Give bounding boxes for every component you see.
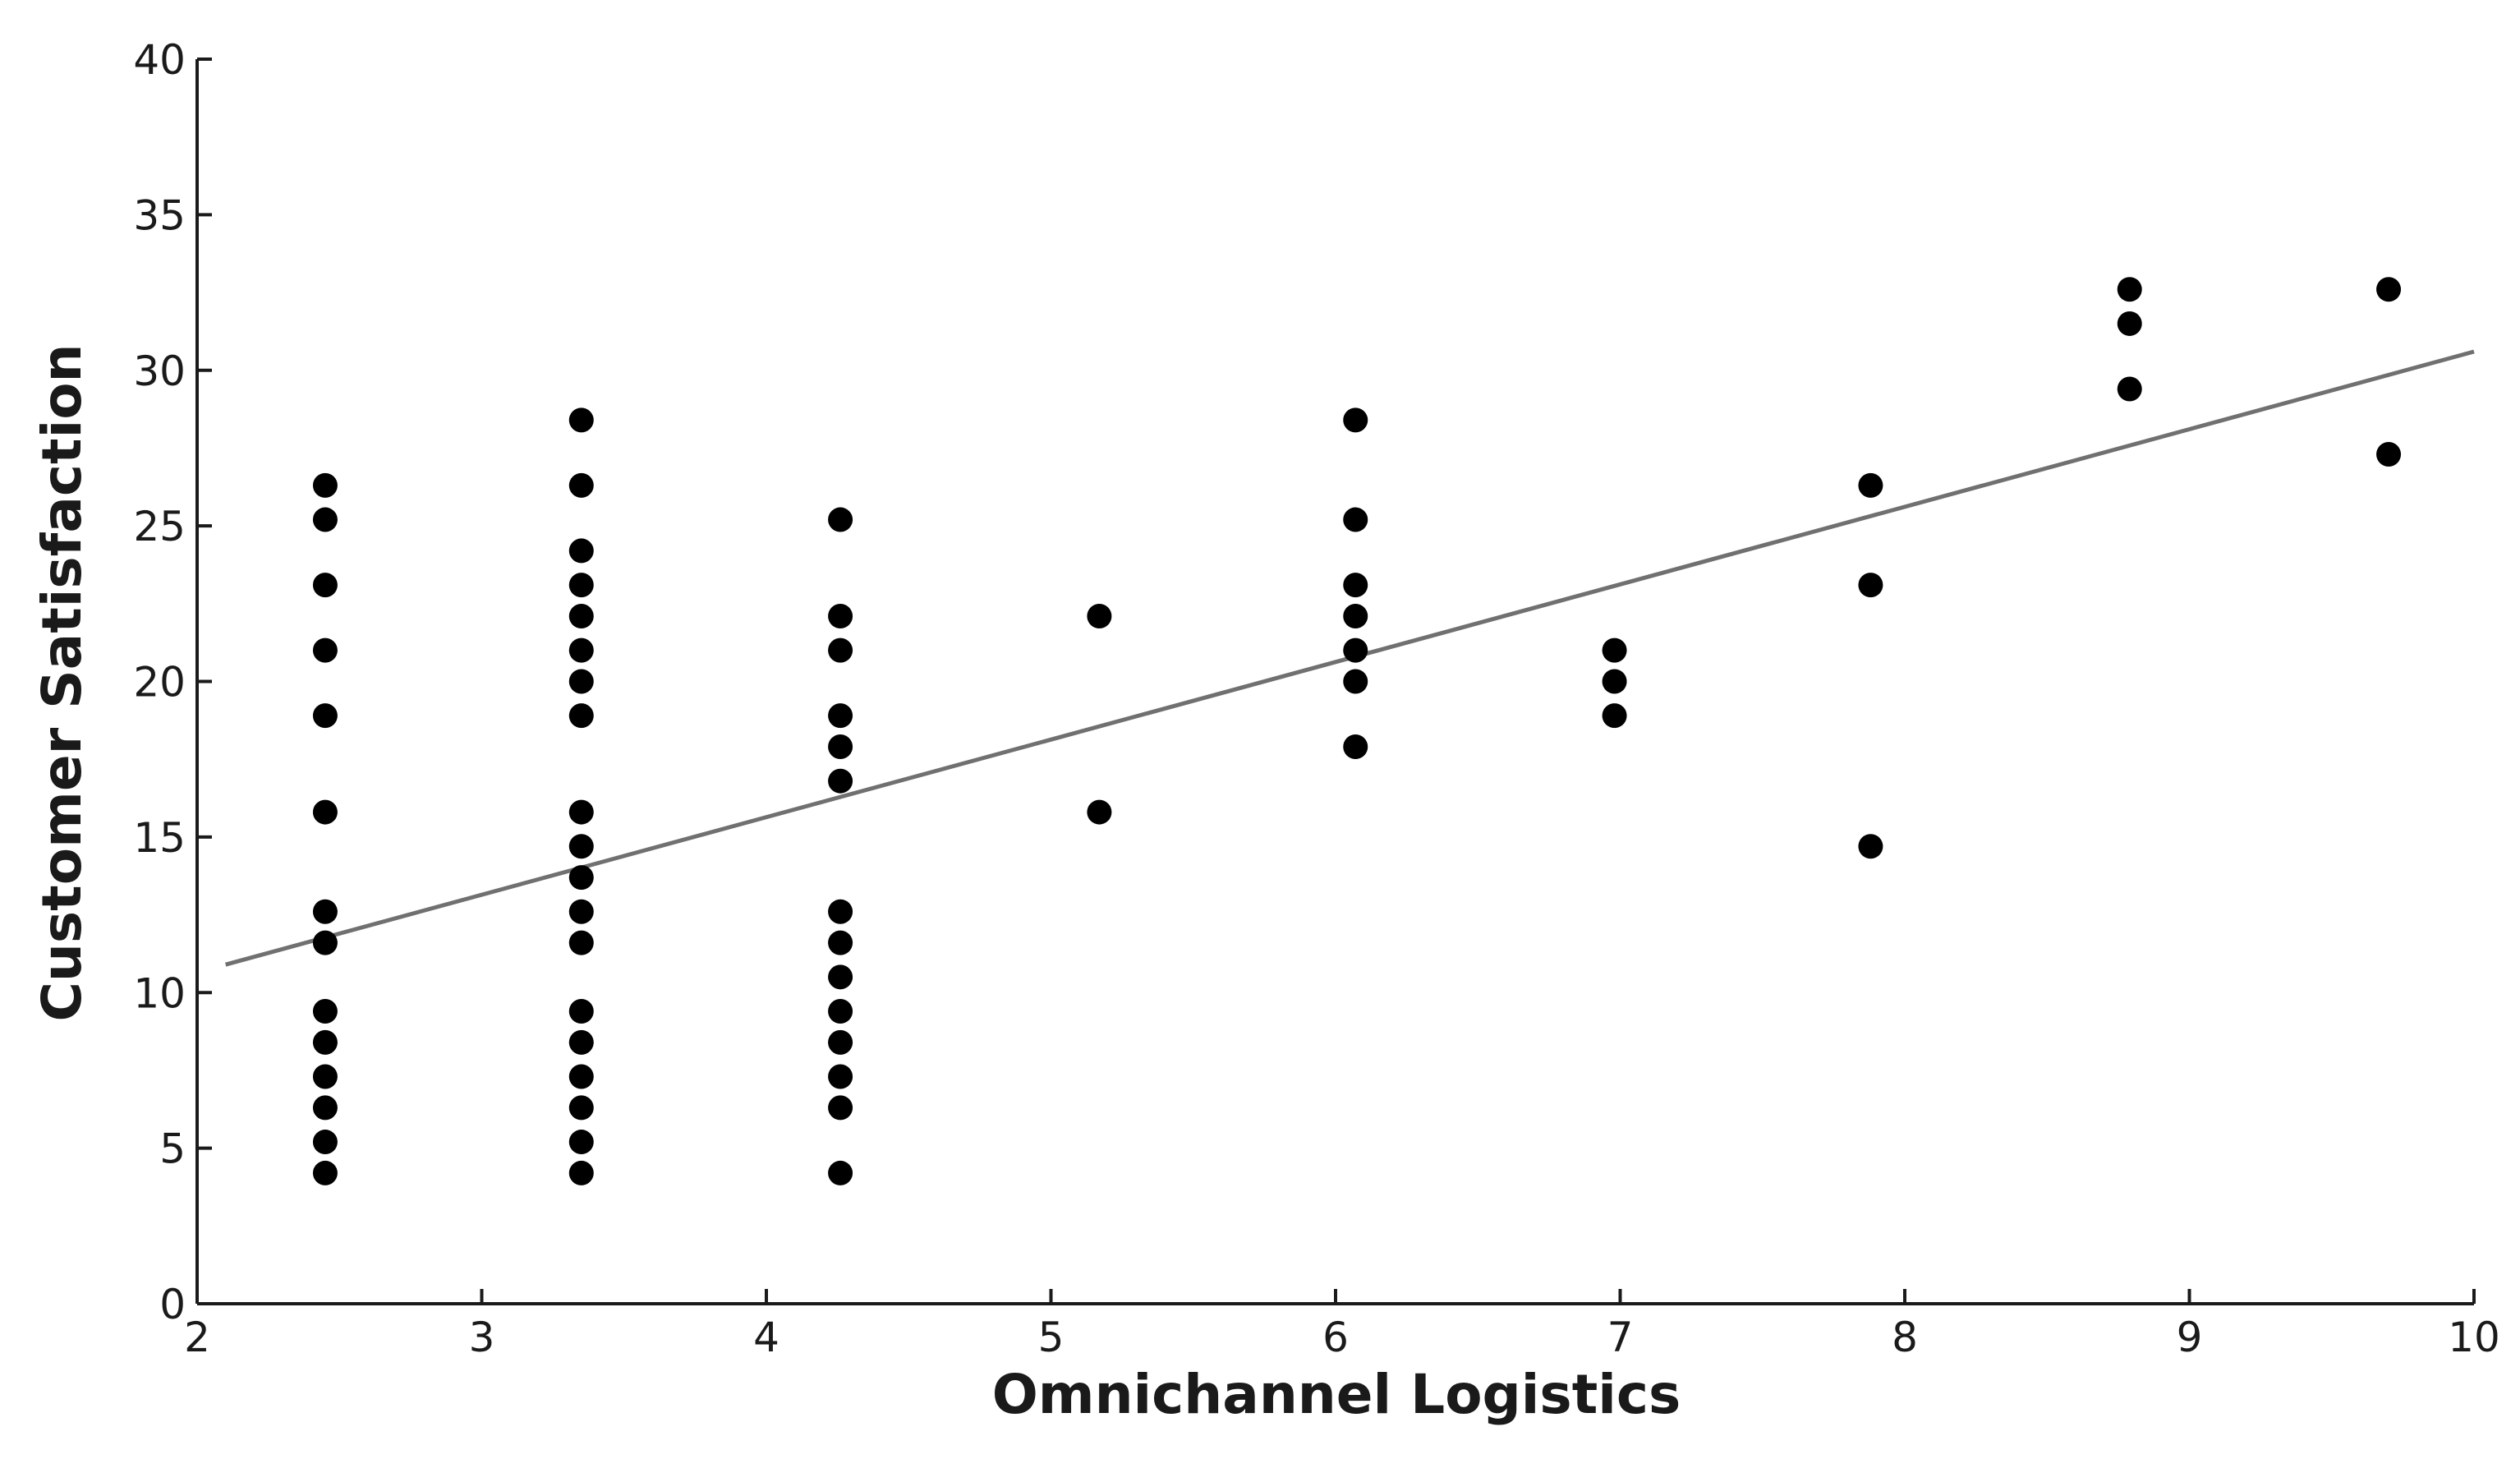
data-point [2117, 277, 2142, 302]
data-point [828, 768, 853, 794]
data-point [828, 734, 853, 760]
data-point [828, 507, 853, 532]
data-point [568, 1095, 594, 1121]
data-point [2376, 442, 2402, 467]
data-point [1343, 734, 1368, 760]
data-point [568, 1130, 594, 1155]
data-point [568, 703, 594, 729]
data-point [568, 407, 594, 433]
data-point [828, 1160, 853, 1185]
data-point [568, 538, 594, 564]
data-point [1343, 407, 1368, 433]
data-point [2117, 376, 2142, 402]
data-point [312, 472, 338, 498]
x-tick-label: 4 [753, 1314, 779, 1361]
data-point [568, 472, 594, 498]
data-point [568, 1029, 594, 1055]
ticks: 2 3 4 5 6 7 8 9 10 0 5 10 15 20 25 30 35 40 [133, 36, 2499, 1361]
data-point [1858, 472, 1883, 498]
data-point [312, 799, 338, 825]
data-point [568, 669, 594, 694]
y-tick-label: 10 [133, 969, 186, 1017]
data-point [312, 703, 338, 729]
y-tick-label: 5 [159, 1125, 186, 1173]
data-point [1858, 573, 1883, 598]
data-point [1602, 703, 1627, 729]
data-point [312, 930, 338, 955]
data-point [568, 899, 594, 924]
data-point [312, 899, 338, 924]
x-tick-label: 6 [1322, 1314, 1349, 1361]
data-point [1343, 637, 1368, 663]
data-point [568, 865, 594, 891]
data-point [312, 1130, 338, 1155]
data-point [1343, 573, 1368, 598]
data-point [828, 964, 853, 990]
y-tick-label: 25 [133, 503, 186, 550]
y-tick-label: 0 [159, 1281, 186, 1328]
data-point [568, 834, 594, 859]
x-tick-label: 3 [469, 1314, 495, 1361]
data-point [828, 1064, 853, 1089]
x-tick-label: 9 [2177, 1314, 2203, 1361]
data-point [828, 703, 853, 729]
data-point [312, 1064, 338, 1089]
x-tick-label: 8 [1892, 1314, 1918, 1361]
x-tick-label: 10 [2448, 1314, 2500, 1361]
data-point [568, 930, 594, 955]
data-point [1087, 799, 1112, 825]
data-point [828, 637, 853, 663]
data-point [312, 1029, 338, 1055]
data-point [1343, 507, 1368, 532]
axes [195, 59, 2474, 1305]
data-point [568, 1064, 594, 1089]
data-point [1602, 669, 1627, 694]
data-point [828, 1029, 853, 1055]
data-point [312, 637, 338, 663]
x-tick-label: 2 [184, 1314, 210, 1361]
data-point [568, 573, 594, 598]
data-point [828, 930, 853, 955]
data-point [2376, 277, 2402, 302]
x-axis-title: Omnichannel Logistics [992, 1363, 1681, 1426]
data-point [568, 998, 594, 1024]
data-point [1343, 669, 1368, 694]
data-point [1858, 834, 1883, 859]
data-point [828, 1095, 853, 1121]
data-point [568, 637, 594, 663]
data-point [568, 1160, 594, 1185]
data-point [1602, 637, 1627, 663]
data-point [2117, 311, 2142, 336]
data-points [312, 277, 2402, 1185]
data-point [568, 799, 594, 825]
data-point [828, 998, 853, 1024]
y-axis-title: Customer Satisfaction [30, 343, 94, 1021]
x-tick-label: 5 [1038, 1314, 1065, 1361]
data-point [828, 899, 853, 924]
data-point [312, 1160, 338, 1185]
data-point [312, 573, 338, 598]
y-tick-label: 30 [133, 347, 186, 395]
data-point [828, 603, 853, 628]
data-point [1343, 603, 1368, 628]
data-point [568, 603, 594, 628]
y-tick-label: 35 [133, 191, 186, 239]
y-tick-label: 40 [133, 36, 186, 84]
data-point [1087, 603, 1112, 628]
y-tick-label: 15 [133, 814, 186, 862]
x-tick-label: 7 [1607, 1314, 1634, 1361]
y-tick-label: 20 [133, 659, 186, 706]
data-point [312, 998, 338, 1024]
data-point [312, 507, 338, 532]
data-point [312, 1095, 338, 1121]
